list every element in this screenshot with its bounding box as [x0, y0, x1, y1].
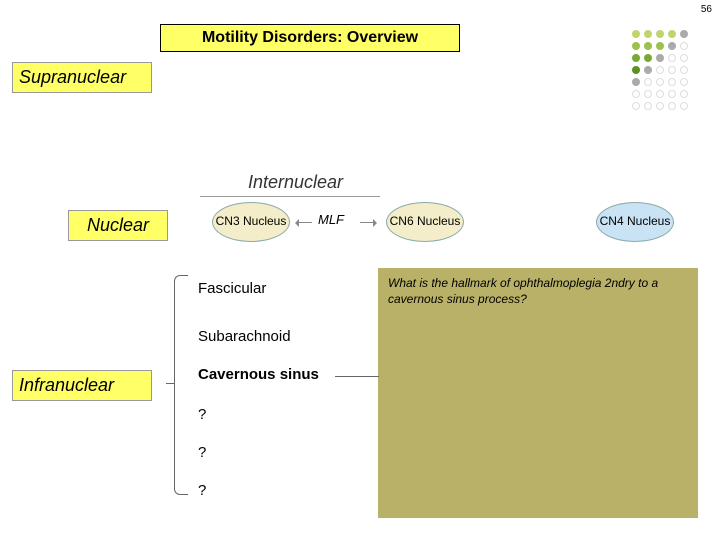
- node-cn6-nucleus: CN6 Nucleus: [386, 202, 464, 242]
- dot: [656, 54, 664, 62]
- dot: [680, 102, 688, 110]
- label-infranuclear: Infranuclear: [12, 370, 152, 401]
- dot: [632, 78, 640, 86]
- arrow-mlf-left: [296, 222, 312, 223]
- dot: [668, 54, 676, 62]
- node-cn3-nucleus: CN3 Nucleus: [212, 202, 290, 242]
- label-subarachnoid: Subarachnoid: [198, 328, 291, 345]
- dot: [644, 42, 652, 50]
- dot: [644, 90, 652, 98]
- dot: [680, 30, 688, 38]
- label-q3: ?: [198, 482, 206, 499]
- dot: [644, 66, 652, 74]
- arrow-mlf-right: [360, 222, 376, 223]
- page-title: Motility Disorders: Overview: [160, 24, 460, 52]
- dot: [656, 30, 664, 38]
- decorative-dot-grid: [632, 30, 690, 112]
- slide-number: 56: [701, 4, 712, 15]
- label-cavernous-sinus: Cavernous sinus: [198, 366, 319, 383]
- dot: [632, 30, 640, 38]
- dot: [680, 90, 688, 98]
- label-mlf: MLF: [318, 212, 344, 227]
- dot: [644, 78, 652, 86]
- panel-question-text: What is the hallmark of ophthalmoplegia …: [388, 276, 688, 307]
- label-fascicular: Fascicular: [198, 280, 266, 297]
- label-internuclear: Internuclear: [248, 172, 343, 193]
- bracket-tick: [166, 383, 174, 384]
- dot: [656, 78, 664, 86]
- dot: [668, 78, 676, 86]
- dot: [632, 42, 640, 50]
- internuclear-underline: [200, 196, 380, 197]
- dot: [632, 102, 640, 110]
- dot: [668, 102, 676, 110]
- dot: [680, 54, 688, 62]
- label-nuclear: Nuclear: [68, 210, 168, 241]
- dot: [632, 90, 640, 98]
- dot: [644, 54, 652, 62]
- dot: [632, 54, 640, 62]
- dot: [680, 42, 688, 50]
- dot: [668, 66, 676, 74]
- label-q2: ?: [198, 444, 206, 461]
- dot: [632, 66, 640, 74]
- dot: [668, 90, 676, 98]
- connector-cavernous-to-panel: [335, 376, 379, 377]
- dot: [680, 66, 688, 74]
- dot: [680, 78, 688, 86]
- dot: [656, 90, 664, 98]
- dot: [656, 102, 664, 110]
- node-cn4-nucleus: CN4 Nucleus: [596, 202, 674, 242]
- dot: [668, 30, 676, 38]
- dot: [644, 102, 652, 110]
- label-supranuclear: Supranuclear: [12, 62, 152, 93]
- dot: [668, 42, 676, 50]
- dot: [656, 42, 664, 50]
- dot: [644, 30, 652, 38]
- label-q1: ?: [198, 406, 206, 423]
- dot: [656, 66, 664, 74]
- infranuclear-bracket: [174, 275, 188, 495]
